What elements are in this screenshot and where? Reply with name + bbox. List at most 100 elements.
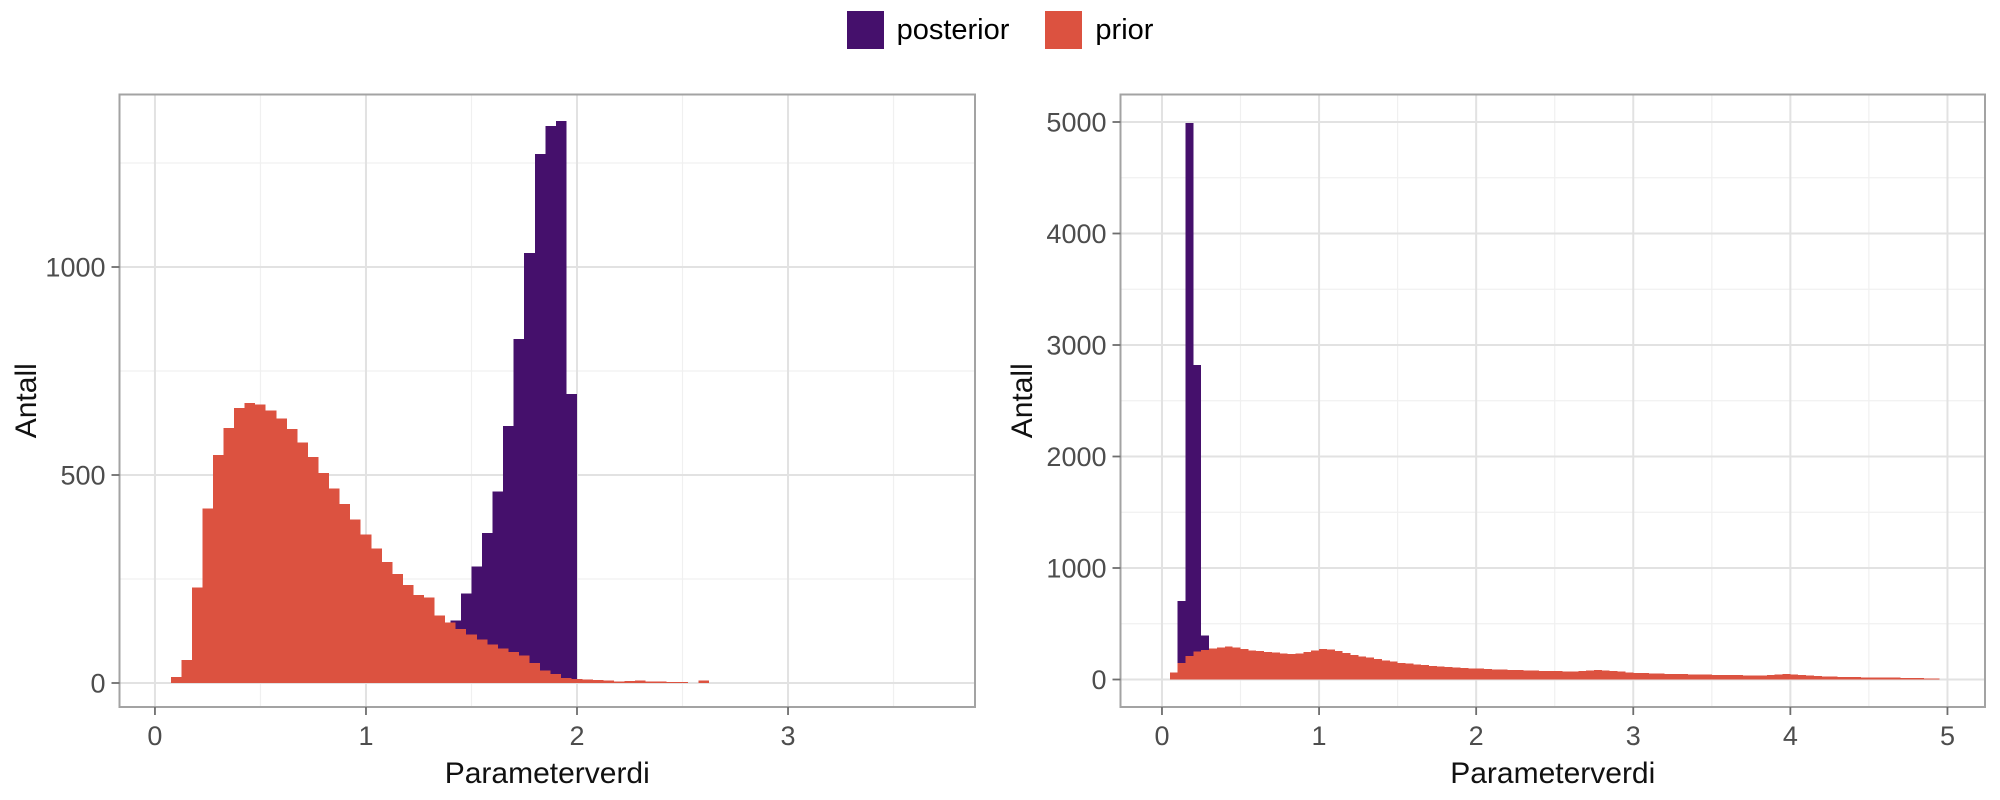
- legend-label-prior: prior: [1095, 14, 1154, 46]
- histogram-bar-prior: [1523, 670, 1532, 680]
- histogram-bar-prior: [1311, 650, 1320, 680]
- histogram-bar-prior: [350, 519, 361, 683]
- histogram-bar-prior: [1397, 662, 1406, 680]
- y-tick-label: 1000: [1046, 554, 1106, 584]
- histogram-bar-prior: [1711, 674, 1720, 680]
- histogram-bar-prior: [508, 652, 519, 683]
- histogram-bar-prior: [1617, 671, 1626, 680]
- histogram-bar-prior: [698, 680, 709, 683]
- histogram-bar-prior: [1798, 675, 1807, 680]
- histogram-bar-prior: [1908, 678, 1917, 680]
- histogram-bar-prior: [1656, 673, 1665, 680]
- histogram-bar-prior: [1264, 651, 1272, 680]
- histogram-bar-posterior: [524, 252, 535, 683]
- histogram-bar-prior: [381, 561, 393, 683]
- histogram-bar-prior: [1884, 677, 1893, 680]
- histogram-bar-posterior: [503, 425, 514, 683]
- histogram-bar-prior: [1366, 657, 1375, 680]
- histogram-bar-prior: [1845, 677, 1854, 680]
- histogram-bar-posterior: [566, 393, 578, 683]
- histogram-bar-prior: [677, 682, 688, 683]
- legend-label-posterior: posterior: [896, 14, 1010, 46]
- histogram-bar-prior: [1429, 665, 1437, 680]
- histogram-bar-prior: [1578, 671, 1587, 680]
- histogram-bar-prior: [466, 634, 477, 683]
- histogram-bar-prior: [1216, 647, 1225, 680]
- histogram-bar-prior: [1326, 649, 1335, 680]
- prior-swatch-icon: [1045, 11, 1083, 49]
- histogram-bar-prior: [307, 457, 319, 683]
- histogram-bar-prior: [360, 534, 372, 683]
- histogram-bar-prior: [624, 680, 636, 683]
- histogram-bar-prior: [1601, 670, 1610, 680]
- histogram-bar-prior: [1586, 670, 1594, 680]
- histogram-bar-prior: [318, 472, 330, 683]
- histogram-bar-prior: [1837, 676, 1846, 680]
- histogram-bar-prior: [1256, 651, 1265, 680]
- histogram-bar-prior: [1931, 678, 1940, 680]
- histogram-bar-prior: [1421, 665, 1430, 680]
- histogram-bar-posterior: [482, 533, 493, 683]
- histogram-bar-prior: [1232, 647, 1241, 680]
- histogram-bar-prior: [424, 597, 435, 683]
- histogram-bar-prior: [1303, 652, 1312, 680]
- histogram-bar-prior: [497, 648, 509, 683]
- histogram-bar-prior: [1821, 676, 1830, 680]
- histogram-bar-prior: [1468, 668, 1477, 680]
- histogram-bar-prior: [592, 680, 604, 683]
- histogram-bar-prior: [1177, 662, 1186, 680]
- histogram-bar-prior: [1405, 663, 1414, 680]
- histogram-bar-posterior: [513, 338, 525, 683]
- histogram-bar-prior: [1554, 671, 1563, 680]
- y-axis-title: Antall: [10, 363, 43, 438]
- histogram-bar-prior: [1719, 674, 1728, 680]
- histogram-bar-prior: [582, 679, 593, 683]
- histogram-bar-prior: [1664, 673, 1673, 680]
- histogram-bar-prior: [1193, 651, 1202, 680]
- x-tick-label: 3: [781, 721, 796, 751]
- histogram-bar-prior: [1782, 673, 1791, 680]
- histogram-bar-prior: [1829, 676, 1838, 680]
- histogram-bar-posterior: [545, 125, 556, 683]
- histogram-bar-prior: [1484, 669, 1492, 680]
- histogram-bar-prior: [1853, 677, 1862, 680]
- histogram-bar-prior: [666, 682, 678, 683]
- histogram-bar-prior: [286, 429, 298, 683]
- legend: posterior prior: [0, 11, 2000, 49]
- histogram-bar-prior: [339, 504, 351, 683]
- histogram-bar-prior: [434, 615, 446, 683]
- y-tick-label: 3000: [1046, 330, 1106, 360]
- histogram-bar-prior: [1688, 674, 1697, 680]
- histogram-bar-prior: [1641, 673, 1649, 680]
- histogram-bar-prior: [1499, 669, 1508, 680]
- y-tick-label: 1000: [45, 253, 105, 283]
- histogram-bar-prior: [561, 678, 572, 683]
- histogram-bar-prior: [297, 442, 308, 683]
- histogram-bar-posterior: [534, 153, 546, 683]
- histogram-bar-prior: [1876, 677, 1885, 680]
- histogram-bar-prior: [1539, 670, 1547, 680]
- histogram-bar-prior: [1751, 675, 1759, 680]
- histogram-bar-prior: [1672, 674, 1681, 680]
- histogram-bar-prior: [1790, 674, 1799, 680]
- x-tick-label: 2: [1469, 721, 1484, 751]
- x-tick-label: 4: [1783, 721, 1798, 751]
- histogram-bar-prior: [1696, 674, 1704, 680]
- histogram-bar-prior: [392, 574, 403, 683]
- histogram-bar-prior: [1240, 649, 1249, 680]
- histogram-bar-prior: [1185, 656, 1194, 680]
- histogram-bar-prior: [265, 410, 277, 683]
- histogram-bar-prior: [1507, 669, 1516, 680]
- histogram-bar-prior: [1491, 669, 1500, 680]
- y-tick-label: 0: [1091, 665, 1106, 695]
- histogram-bar-posterior: [1185, 123, 1194, 680]
- legend-item-prior: prior: [1045, 11, 1153, 49]
- histogram-bar-posterior: [471, 566, 483, 683]
- histogram-bar-posterior: [1177, 601, 1186, 680]
- histogram-bar-prior: [1374, 658, 1382, 680]
- histogram-bar-prior: [1319, 649, 1327, 680]
- histogram-bar-prior: [1224, 646, 1233, 680]
- histogram-bar-prior: [170, 677, 182, 683]
